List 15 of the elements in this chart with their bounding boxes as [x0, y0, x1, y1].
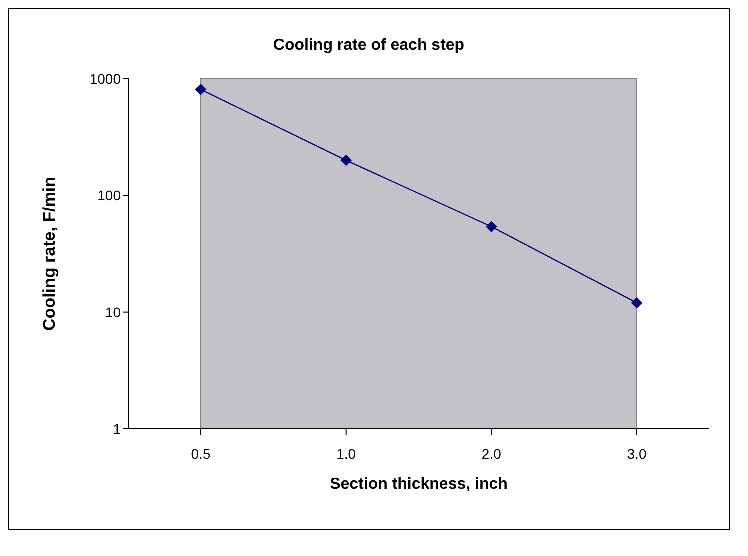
point	[340, 155, 352, 166]
y-tick-label: 10	[105, 304, 122, 320]
point	[486, 221, 498, 232]
chart-title: Cooling rate of each step	[272, 37, 466, 55]
point	[632, 298, 642, 309]
y-axis-title: Cooling rate, F/min	[40, 177, 60, 331]
y-tick-label: 1000	[90, 70, 122, 87]
point	[196, 84, 206, 96]
x-tick-label: 3.0	[627, 446, 647, 462]
y-tick-label: 1	[113, 420, 122, 437]
x-tick-label: 0.5	[191, 446, 211, 462]
y-tick-label: 100	[98, 188, 122, 204]
x-axis-title: Section thickness, inch	[330, 476, 508, 493]
x-tick-label: 2.0	[482, 446, 502, 462]
x-tick-label: 1.0	[336, 446, 356, 462]
